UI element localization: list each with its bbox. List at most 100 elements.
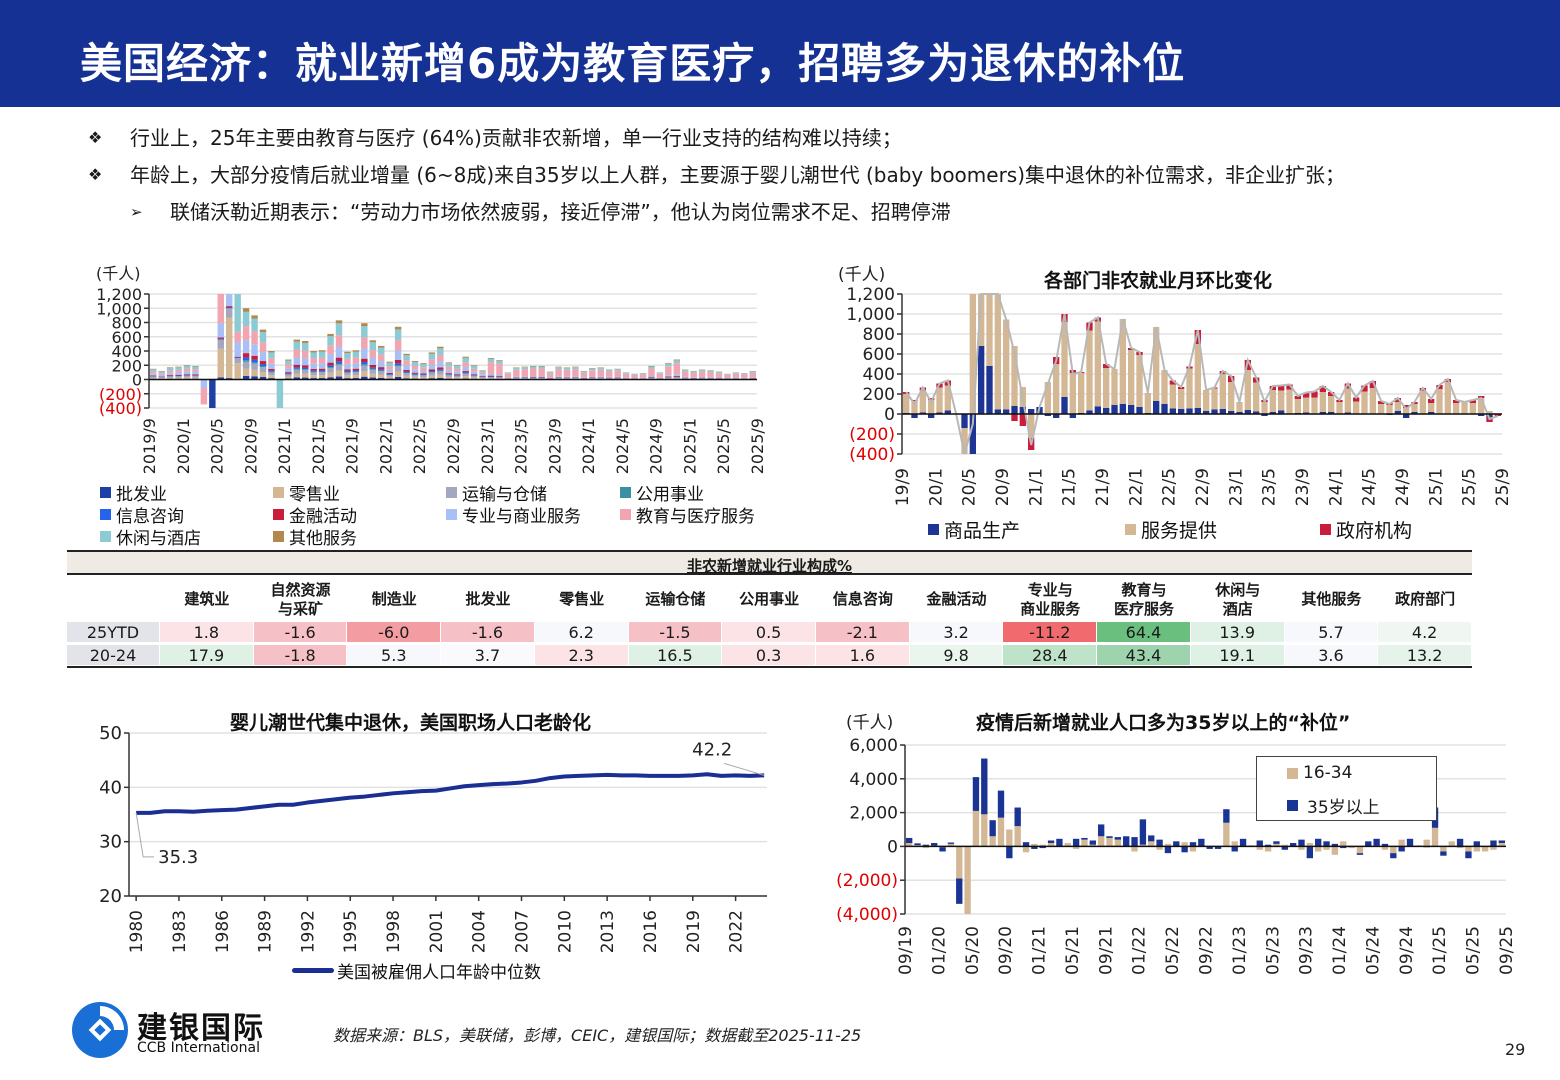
bar-segment: [226, 294, 233, 307]
bar-segment: [428, 371, 436, 373]
x-tick-label: 2023/5: [512, 418, 531, 474]
bar-segment: [285, 364, 292, 369]
chart-legend: 美国被雇佣人口年龄中位数: [292, 958, 541, 983]
x-tick-label: 05/23: [1263, 926, 1283, 975]
bar-segment: [369, 342, 376, 351]
y-tick-label: 800: [863, 325, 895, 345]
bar-segment: [327, 333, 334, 337]
legend-label: 信息咨询: [116, 507, 184, 527]
bar-segment: [1228, 411, 1235, 414]
bar-segment: [386, 369, 393, 373]
bar-segment: [1178, 389, 1185, 409]
bar-segment: [1264, 844, 1272, 847]
bar-segment: [479, 370, 486, 373]
bar-segment: [1256, 846, 1263, 850]
bar-segment: [487, 358, 495, 363]
bar-segment: [944, 410, 951, 414]
sector-monthly-chart: (千人) 各部门非农就业月环比变化 (400) (200) 0 200 400 600 80…: [820, 258, 1520, 548]
bar-segment: [555, 376, 562, 378]
bar-segment: [538, 366, 545, 369]
x-tick-label: 20/1: [926, 468, 946, 506]
bar-segment: [1303, 392, 1310, 398]
y-tick-label: 20: [99, 886, 122, 907]
y-tick-label: (200): [849, 425, 895, 445]
bar-segment: [302, 365, 309, 368]
legend-swatch-icon: [273, 509, 284, 520]
bar-segment: [403, 372, 410, 374]
table-cell: 0.3: [722, 645, 815, 665]
bar-segment: [1161, 404, 1168, 414]
y-tick-label: 800: [111, 314, 142, 333]
x-tick-label: 20/5: [960, 468, 980, 506]
table-cell: 16.5: [628, 645, 722, 665]
bar-segment: [1103, 364, 1110, 368]
bar-segment: [454, 374, 461, 376]
bar-segment: [981, 814, 988, 847]
bar-segment: [462, 372, 469, 374]
bar-segment: [1306, 846, 1314, 859]
bar-segment: [470, 374, 478, 376]
x-tick-label: 25/5: [1460, 468, 1480, 506]
bar-segment: [1011, 406, 1018, 414]
legend-item: 教育与医疗服务: [620, 502, 755, 527]
bar-segment: [724, 374, 731, 375]
bar-segment: [1169, 408, 1176, 414]
bar-segment: [1281, 846, 1288, 850]
bar-segment: [302, 369, 309, 370]
bar-segment: [1069, 414, 1076, 418]
bar-segment: [1123, 836, 1130, 847]
bar-segment: [1072, 846, 1080, 849]
bar-segment: [614, 378, 621, 379]
bar-segment: [394, 326, 402, 330]
bar-segment: [175, 375, 182, 377]
bar-segment: [989, 820, 996, 837]
bar-segment: [1315, 838, 1322, 847]
bar-segment: [1411, 404, 1418, 412]
bar-segment: [403, 365, 410, 371]
annotation-leader: [724, 762, 765, 776]
bar-segment: [1223, 809, 1230, 823]
bar-segment: [251, 369, 258, 377]
bar-segment: [454, 368, 461, 372]
x-tick-label: 2019: [684, 910, 704, 953]
bar-segment: [335, 361, 343, 364]
bar-segment: [1047, 843, 1055, 847]
table-bottom-border: [67, 666, 1472, 668]
bar-segment: [1094, 406, 1101, 414]
page-number: 29: [1505, 1040, 1526, 1059]
bar-segment: [310, 375, 317, 379]
bar-segment: [1156, 839, 1163, 847]
bar-segment: [989, 836, 996, 847]
bar-segment: [622, 372, 630, 374]
bar-segment: [361, 337, 368, 349]
bar-segment: [572, 367, 579, 370]
bar-segment: [268, 370, 275, 372]
table-column-header: 休闲与 酒店: [1215, 580, 1261, 618]
bar-segment: [1478, 398, 1485, 414]
line-swatch-icon: [292, 968, 334, 973]
table-cell: -1.6: [253, 622, 347, 642]
bar-segment: [344, 351, 351, 354]
bar-segment: [1106, 836, 1113, 838]
bar-segment: [242, 340, 250, 354]
bar-segment: [335, 323, 343, 336]
x-tick-label: 24/9: [1393, 468, 1413, 506]
bar-segment: [580, 377, 588, 378]
bar-segment: [981, 758, 988, 815]
bar-segment: [1136, 355, 1143, 407]
bar-segment: [1078, 373, 1085, 413]
bar-segment: [437, 348, 444, 355]
table-cell: -1.5: [628, 622, 722, 642]
bar-segment: [437, 370, 444, 372]
bar-segment: [1465, 851, 1472, 859]
bar-segment: [589, 376, 596, 378]
chart-legend: 批发业 零售业 运输与仓储 公用事业 信息咨询 金融活动 专业与商业服务 教育与医疗服务 休闲与…: [100, 480, 780, 549]
bar-segment: [715, 373, 723, 378]
bar-segment: [665, 363, 672, 364]
bar-segment: [961, 428, 968, 454]
bar-segment: [1403, 408, 1410, 414]
bar-segment: [378, 346, 385, 348]
bar-segment: [327, 372, 334, 378]
table-column-header: 自然资源 与采矿: [270, 580, 331, 618]
bar-segment: [1303, 397, 1310, 413]
